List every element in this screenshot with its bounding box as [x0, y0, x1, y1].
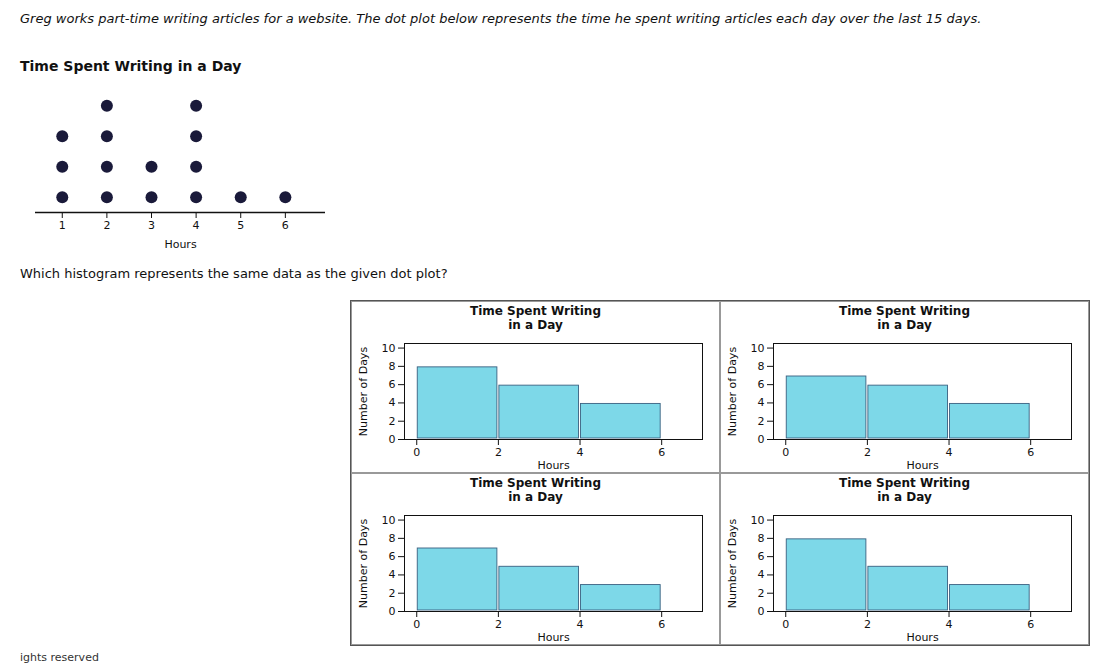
- svg-text:8: 8: [388, 531, 395, 544]
- svg-text:Number of Days: Number of Days: [357, 346, 370, 436]
- svg-text:0: 0: [388, 605, 395, 618]
- svg-text:2: 2: [103, 219, 110, 232]
- svg-text:4: 4: [388, 396, 395, 409]
- svg-text:6: 6: [282, 219, 289, 232]
- svg-text:6: 6: [1027, 618, 1034, 631]
- svg-text:4: 4: [388, 568, 395, 581]
- svg-text:2: 2: [494, 618, 501, 631]
- html-text:Greg works part-time writing a: Greg works part-time writing articles fo…: [20, 11, 982, 26]
- svg-text:8: 8: [388, 359, 395, 372]
- svg-text:4: 4: [757, 396, 764, 409]
- svg-text:0: 0: [413, 618, 420, 631]
- svg-text:Number of Days: Number of Days: [357, 518, 370, 608]
- svg-text:Hours: Hours: [537, 630, 569, 643]
- html-text:Time Spent Writing in a Day: Time Spent Writing in a Day: [20, 58, 242, 74]
- svg-text:Number of Days: Number of Days: [726, 518, 739, 608]
- svg-text:8: 8: [757, 531, 764, 544]
- svg-text:0: 0: [782, 446, 789, 459]
- svg-text:Number of Days: Number of Days: [726, 346, 739, 436]
- svg-text:0: 0: [413, 446, 420, 459]
- svg-text:4: 4: [576, 446, 583, 459]
- svg-text:10: 10: [750, 341, 764, 354]
- svg-text:6: 6: [757, 550, 764, 563]
- svg-text:2: 2: [494, 446, 501, 459]
- svg-text:6: 6: [1027, 446, 1034, 459]
- svg-text:6: 6: [658, 618, 665, 631]
- svg-text:Hours: Hours: [164, 238, 196, 251]
- svg-text:0: 0: [757, 433, 764, 446]
- svg-text:0: 0: [757, 605, 764, 618]
- svg-text:4: 4: [576, 618, 583, 631]
- svg-text:2: 2: [388, 414, 395, 427]
- svg-text:8: 8: [757, 359, 764, 372]
- svg-text:6: 6: [388, 378, 395, 391]
- svg-text:1: 1: [59, 219, 66, 232]
- svg-text:2: 2: [757, 586, 764, 599]
- svg-text:2: 2: [757, 414, 764, 427]
- svg-text:Hours: Hours: [906, 630, 938, 643]
- html-text:ights reserved: ights reserved: [20, 651, 99, 664]
- svg-text:10: 10: [381, 513, 395, 526]
- svg-text:2: 2: [863, 446, 870, 459]
- svg-text:4: 4: [945, 618, 952, 631]
- html-text:Time Spent Writing in a Day: Time Spent Writing in a Day: [839, 476, 970, 504]
- svg-text:Hours: Hours: [906, 458, 938, 471]
- svg-text:6: 6: [388, 550, 395, 563]
- svg-text:10: 10: [750, 513, 764, 526]
- svg-text:4: 4: [193, 219, 200, 232]
- svg-text:2: 2: [388, 586, 395, 599]
- html-text:Time Spent Writing in a Day: Time Spent Writing in a Day: [839, 304, 970, 332]
- svg-text:4: 4: [757, 568, 764, 581]
- svg-text:0: 0: [782, 618, 789, 631]
- svg-text:6: 6: [658, 446, 665, 459]
- svg-text:6: 6: [757, 378, 764, 391]
- svg-text:0: 0: [388, 433, 395, 446]
- svg-text:10: 10: [381, 341, 395, 354]
- html-text:Time Spent Writing in a Day: Time Spent Writing in a Day: [470, 304, 601, 332]
- svg-text:2: 2: [863, 618, 870, 631]
- html-text:Which histogram represents the: Which histogram represents the same data…: [20, 266, 448, 281]
- html-text:Time Spent Writing in a Day: Time Spent Writing in a Day: [470, 476, 601, 504]
- svg-text:5: 5: [237, 219, 244, 232]
- svg-text:Hours: Hours: [537, 458, 569, 471]
- svg-text:3: 3: [148, 219, 155, 232]
- svg-text:4: 4: [945, 446, 952, 459]
